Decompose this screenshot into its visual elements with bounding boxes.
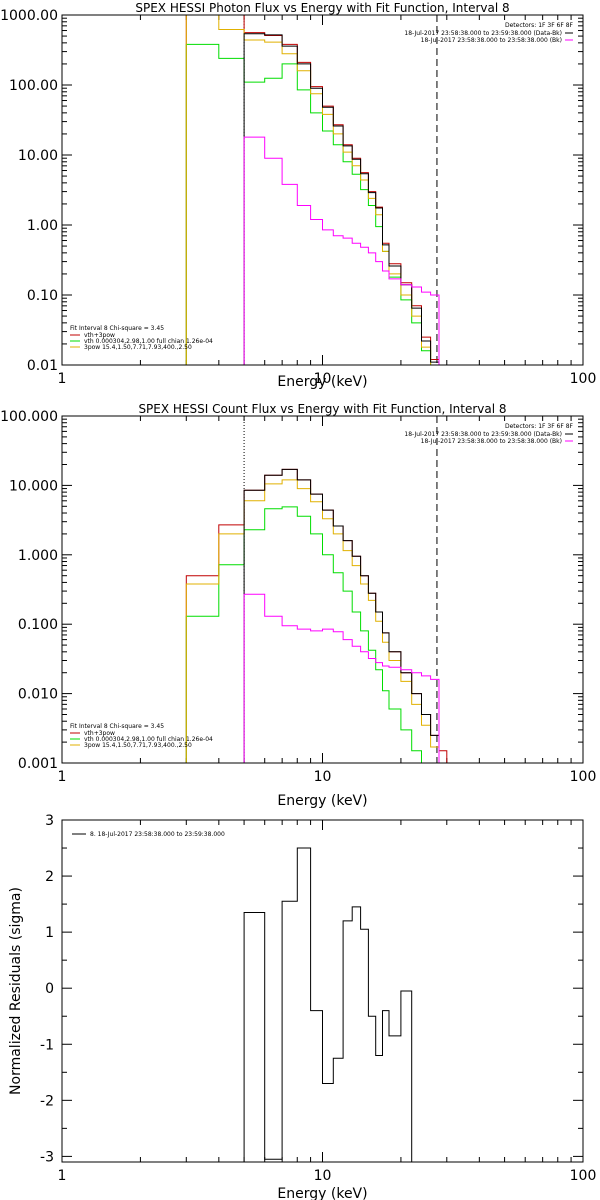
y-tick-label: 1000.00 — [0, 8, 58, 24]
chart-title: SPEX HESSI Count Flux vs Energy with Fit… — [138, 402, 506, 416]
series-vth-3pow — [185, 468, 448, 763]
legend-entry: 18-Jul-2017 23:58:38.000 to 23:58:38.000… — [421, 37, 562, 44]
y-tick-label: -2 — [40, 1093, 54, 1109]
y-tick-label: 1.000 — [18, 548, 58, 564]
chart-panel-2: SPEX HESSI Count Flux vs Energy with Fit… — [0, 402, 596, 809]
series-vth — [185, 506, 448, 763]
y-tick-label: 0.010 — [18, 687, 58, 703]
chart-panel-1: SPEX HESSI Photon Flux vs Energy with Fi… — [0, 1, 596, 390]
y-tick-label: 2 — [45, 869, 54, 885]
legend-entry: 18-Jul-2017 23:58:38.000 to 23:59:38.000… — [404, 431, 562, 438]
data-layer — [185, 15, 448, 365]
x-tick-label: 1 — [58, 371, 67, 387]
series-vth — [185, 43, 448, 365]
plot-frame — [61, 415, 584, 764]
series-data — [243, 468, 440, 763]
y-tick-label: 10.000 — [9, 478, 58, 494]
legend-entry: 3pow 15.4,1.50,7.71,7.93,400.,2.50 — [84, 344, 192, 351]
y-tick-label: 0.01 — [27, 358, 58, 374]
legend-entry: 18-Jul-2017 23:58:38.000 to 23:58:38.000… — [421, 438, 562, 445]
x-tick-label: 100 — [570, 769, 597, 785]
x-tick-label: 1 — [58, 1168, 67, 1184]
x-axis-label: Energy (keV) — [277, 793, 367, 809]
legend-header: Fit Interval 8 Chi-square = 3.45 — [70, 325, 164, 332]
x-tick-label: 10 — [314, 769, 332, 785]
legend-entry: vth 0.000304,2.98,1.00 full chian 1.26e-… — [84, 736, 213, 743]
legend-entry: vth+3pow — [84, 332, 115, 339]
plot-frame — [61, 14, 584, 366]
series-background — [243, 593, 440, 763]
y-axis-label: Normalized Residuals (sigma) — [8, 887, 24, 1095]
x-tick-label: 100 — [570, 1168, 597, 1184]
y-tick-label: 100.00 — [9, 78, 58, 94]
x-tick-label: 10 — [314, 371, 332, 387]
y-tick-label: 0 — [45, 981, 54, 997]
y-tick-label: 0.10 — [27, 288, 58, 304]
y-tick-label: 1 — [45, 925, 54, 941]
series-data — [243, 847, 413, 1162]
chart-title: SPEX HESSI Photon Flux vs Energy with Fi… — [135, 1, 509, 15]
legend-entry: 8. 18-Jul-2017 23:58:38.000 to 23:59:38.… — [90, 831, 225, 838]
y-tick-label: 0.001 — [18, 756, 58, 772]
legend-entry: 18-Jul-2017 23:58:38.000 to 23:59:38.000… — [404, 30, 562, 37]
series-3pow — [185, 15, 448, 365]
legend-header: Fit Interval 8 Chi-square = 3.45 — [70, 723, 164, 730]
legend-entry: vth 0.000304,2.98,1.00 full chian 1.26e-… — [84, 338, 213, 345]
data-layer — [243, 847, 413, 1162]
series-background — [243, 136, 440, 365]
data-layer — [185, 416, 448, 763]
series-vth-3pow — [185, 15, 448, 365]
legend-entry: 3pow 15.4,1.50,7.71,7.93,400.,2.50 — [84, 742, 192, 749]
x-axis-label: Energy (keV) — [277, 1186, 367, 1200]
legend-header: Detectors: 1F 3F 6F 8F — [505, 22, 574, 29]
legend-entry: vth+3pow — [84, 730, 115, 737]
y-tick-label: 10.00 — [18, 148, 58, 164]
series-3pow — [185, 479, 448, 763]
legend-header: Detectors: 1F 3F 6F 8F — [505, 423, 574, 430]
plot-frame — [61, 819, 584, 1163]
x-tick-label: 10 — [314, 1168, 332, 1184]
y-tick-label: -1 — [40, 1037, 54, 1053]
y-tick-label: -3 — [40, 1149, 54, 1165]
y-tick-label: 1.00 — [27, 218, 58, 234]
y-tick-label: 100.000 — [0, 409, 58, 425]
x-axis-label: Energy (keV) — [277, 374, 367, 390]
series-data — [243, 33, 440, 365]
y-tick-label: 0.100 — [18, 617, 58, 633]
x-tick-label: 100 — [570, 371, 597, 387]
y-tick-label: 3 — [45, 813, 54, 829]
x-tick-label: 1 — [58, 769, 67, 785]
